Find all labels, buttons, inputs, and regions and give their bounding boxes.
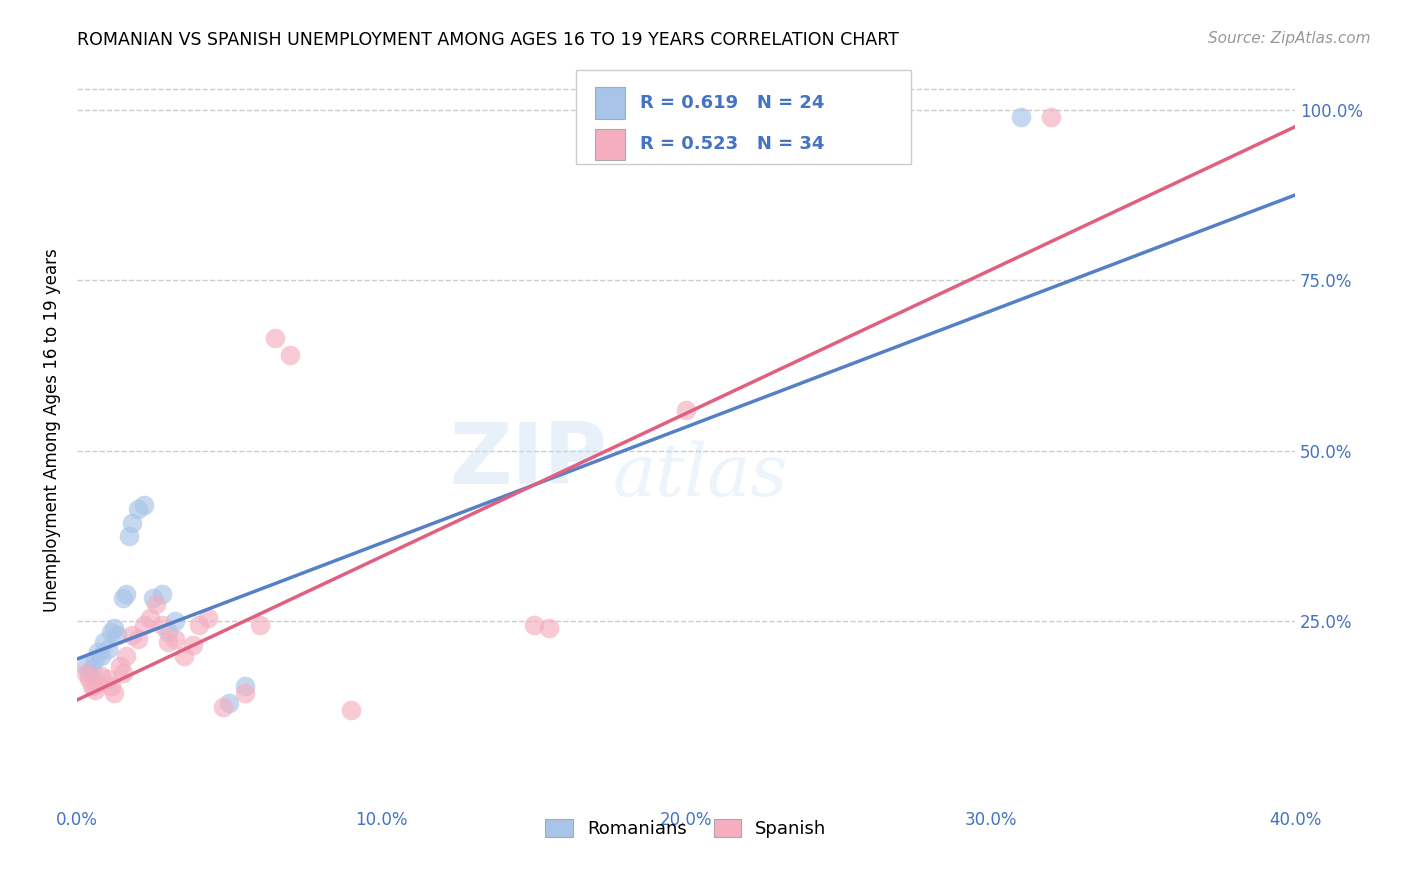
- Point: [114, 648, 136, 663]
- Point: [118, 529, 141, 543]
- Point: [132, 618, 155, 632]
- Point: [145, 598, 167, 612]
- Point: [84, 682, 107, 697]
- Point: [105, 628, 128, 642]
- Point: [77, 673, 100, 687]
- Point: [121, 516, 143, 530]
- Point: [218, 697, 240, 711]
- Point: [87, 676, 110, 690]
- Point: [100, 624, 122, 639]
- FancyBboxPatch shape: [595, 87, 626, 119]
- Point: [187, 618, 209, 632]
- Point: [212, 699, 235, 714]
- Point: [249, 618, 271, 632]
- Point: [127, 502, 149, 516]
- Point: [181, 638, 204, 652]
- FancyBboxPatch shape: [595, 128, 626, 161]
- Point: [111, 665, 134, 680]
- Text: R = 0.523   N = 34: R = 0.523 N = 34: [640, 136, 824, 153]
- Point: [90, 669, 112, 683]
- Point: [150, 618, 173, 632]
- Point: [163, 615, 186, 629]
- Point: [264, 331, 287, 345]
- Text: Source: ZipAtlas.com: Source: ZipAtlas.com: [1208, 31, 1371, 46]
- Point: [96, 641, 118, 656]
- Point: [278, 348, 301, 362]
- Point: [82, 679, 104, 693]
- Point: [75, 658, 97, 673]
- Point: [132, 499, 155, 513]
- Point: [100, 679, 122, 693]
- Point: [150, 587, 173, 601]
- FancyBboxPatch shape: [576, 70, 911, 164]
- Point: [93, 635, 115, 649]
- Point: [157, 635, 180, 649]
- Point: [108, 658, 131, 673]
- Point: [103, 686, 125, 700]
- Point: [111, 591, 134, 605]
- Point: [233, 686, 256, 700]
- Point: [114, 587, 136, 601]
- Point: [127, 632, 149, 646]
- Point: [675, 403, 697, 417]
- Point: [96, 673, 118, 687]
- Point: [233, 679, 256, 693]
- Legend: Romanians, Spanish: Romanians, Spanish: [538, 812, 834, 846]
- Point: [77, 665, 100, 680]
- Y-axis label: Unemployment Among Ages 16 to 19 years: Unemployment Among Ages 16 to 19 years: [44, 249, 60, 612]
- Point: [84, 652, 107, 666]
- Point: [90, 648, 112, 663]
- Text: ZIP: ZIP: [449, 419, 607, 502]
- Point: [523, 618, 546, 632]
- Point: [87, 645, 110, 659]
- Point: [197, 611, 219, 625]
- Text: atlas: atlas: [613, 440, 789, 511]
- Point: [121, 628, 143, 642]
- Point: [142, 591, 165, 605]
- Point: [82, 662, 104, 676]
- Point: [139, 611, 162, 625]
- Point: [1040, 110, 1063, 124]
- Point: [173, 648, 195, 663]
- Text: ROMANIAN VS SPANISH UNEMPLOYMENT AMONG AGES 16 TO 19 YEARS CORRELATION CHART: ROMANIAN VS SPANISH UNEMPLOYMENT AMONG A…: [77, 31, 900, 49]
- Point: [103, 621, 125, 635]
- Point: [163, 632, 186, 646]
- Point: [340, 703, 363, 717]
- Text: R = 0.619   N = 24: R = 0.619 N = 24: [640, 95, 824, 112]
- Point: [537, 621, 560, 635]
- Point: [157, 624, 180, 639]
- Point: [1010, 110, 1032, 124]
- Point: [75, 665, 97, 680]
